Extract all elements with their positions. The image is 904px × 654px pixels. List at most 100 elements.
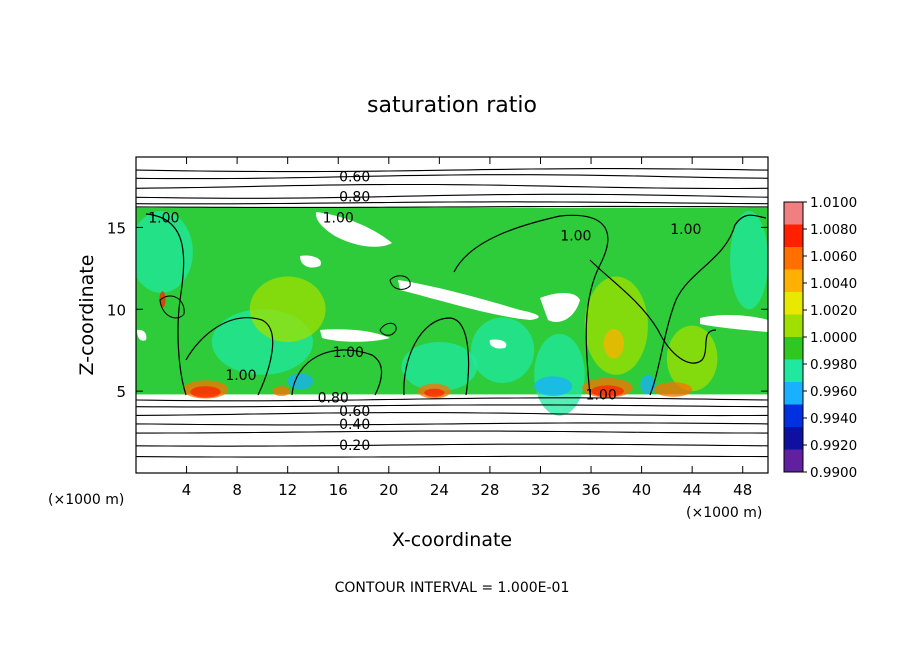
field-blob [272, 386, 291, 397]
colorbar-swatch [784, 224, 803, 248]
field-blob [591, 385, 624, 397]
colorbar-swatch [784, 314, 803, 338]
x-tick-label: 24 [430, 481, 449, 499]
field-blob [603, 328, 624, 359]
colorbar: 1.0100 1.0080 1.0060 1.0040 1.0020 1.0000 0.99… [783, 195, 857, 481]
colorbar-swatch [784, 337, 803, 360]
x-tick-label: 20 [379, 481, 398, 499]
contour-label: 1.00 [225, 368, 256, 384]
contour-line [136, 422, 768, 426]
contour-line [159, 295, 185, 319]
subsaturated-region [398, 280, 539, 320]
subsaturated-region [540, 293, 580, 322]
contour-lines [136, 168, 768, 458]
contour-label: 1.00 [586, 387, 617, 403]
saturation-field [136, 207, 768, 416]
y-axis-label: Z-coordinate [76, 255, 98, 376]
subsaturated-region [320, 329, 390, 342]
contour-label: 0.60 [339, 170, 370, 186]
contour-line [589, 259, 717, 364]
contour-line [136, 201, 768, 205]
field-blob [534, 333, 585, 416]
contour-label: 1.00 [560, 229, 591, 245]
contour-line [136, 404, 768, 408]
y-tick-label: 15 [107, 219, 126, 237]
colorbar-swatch [784, 449, 803, 473]
colorbar-label: 0.9980 [810, 357, 857, 373]
contour-line [136, 193, 768, 199]
x-unit-right: (×1000 m) [686, 505, 762, 521]
colorbar-swatch [784, 202, 803, 225]
contour-line [136, 174, 768, 180]
contour-line [379, 322, 397, 336]
subsaturated-region [489, 339, 507, 349]
contour-label: 1.00 [148, 211, 179, 227]
field-blob [666, 325, 718, 392]
x-tick-label: 12 [278, 481, 297, 499]
contour-line [403, 317, 470, 396]
contour-label: 0.20 [339, 438, 370, 454]
subsaturated-region [315, 212, 392, 247]
x-unit-left: (×1000 m) [48, 492, 124, 508]
field-blob [190, 386, 221, 398]
plot-frame [135, 156, 769, 474]
x-tick-label: 4 [182, 481, 192, 499]
contour-line [453, 214, 609, 396]
subsaturated-region [137, 329, 147, 341]
contour-line [136, 412, 768, 417]
x-axis-label: X-coordinate [392, 529, 512, 551]
colorbar-label: 0.9900 [810, 465, 857, 481]
field-blob [136, 211, 193, 293]
field-blob [470, 317, 535, 383]
x-tick-label: 28 [480, 481, 499, 499]
contour-interval-note: CONTOUR INTERVAL = 1.000E-01 [335, 580, 570, 596]
subsaturated-region [300, 255, 321, 268]
chart-title: saturation ratio [367, 93, 537, 118]
contour-line [136, 205, 768, 208]
field-blob [249, 276, 326, 343]
field-blob [401, 342, 478, 392]
contour-line [185, 317, 274, 396]
x-tick-label: 32 [531, 481, 550, 499]
x-tick-label: 36 [581, 481, 600, 499]
field-blob [584, 276, 648, 375]
plot-area: 0.600.801.00 1.001.00 1.001.001.001.000.80… [135, 156, 769, 474]
colorbar-label: 1.0060 [810, 249, 857, 265]
colorbar-swatch [784, 359, 803, 383]
y-tick-label: 10 [107, 301, 126, 319]
x-tick-label: 44 [683, 481, 702, 499]
contour-line [649, 214, 767, 396]
colorbar-label: 1.0100 [810, 195, 857, 211]
y-axis-ticks: 5 10 15 [107, 219, 768, 401]
colorbar-swatch [784, 292, 803, 315]
contour-label: 0.60 [339, 404, 370, 420]
colorbar-swatch [784, 427, 803, 450]
contour-label: 1.00 [323, 211, 354, 227]
colorbar-swatch [784, 247, 803, 270]
contour-label: 1.00 [670, 222, 701, 238]
contour-line [136, 168, 768, 173]
contour-line [136, 183, 768, 190]
contour-line [291, 349, 382, 396]
contour-line [389, 275, 411, 290]
field-blob [424, 388, 445, 397]
field-blob [534, 376, 573, 397]
x-tick-label: 8 [232, 481, 242, 499]
colorbar-label: 1.0080 [810, 222, 857, 238]
y-tick-label: 5 [116, 383, 126, 401]
colorbar-label: 1.0040 [810, 276, 857, 292]
x-tick-label: 16 [329, 481, 348, 499]
colorbar-label: 0.9940 [810, 411, 857, 427]
contour-label: 0.80 [318, 391, 349, 407]
colorbar-swatch [784, 382, 803, 405]
subsaturated-region [700, 314, 768, 332]
contour-line [136, 397, 768, 402]
contour-label: 1.00 [333, 345, 364, 361]
x-tick-label: 40 [632, 481, 651, 499]
x-axis-ticks: 4 8 12 16 20 24 28 32 36 40 44 48 [182, 157, 752, 499]
field-blob [730, 211, 768, 310]
contour-label: 0.40 [339, 417, 370, 433]
contour-line [136, 443, 768, 447]
colorbar-swatch [784, 269, 803, 293]
